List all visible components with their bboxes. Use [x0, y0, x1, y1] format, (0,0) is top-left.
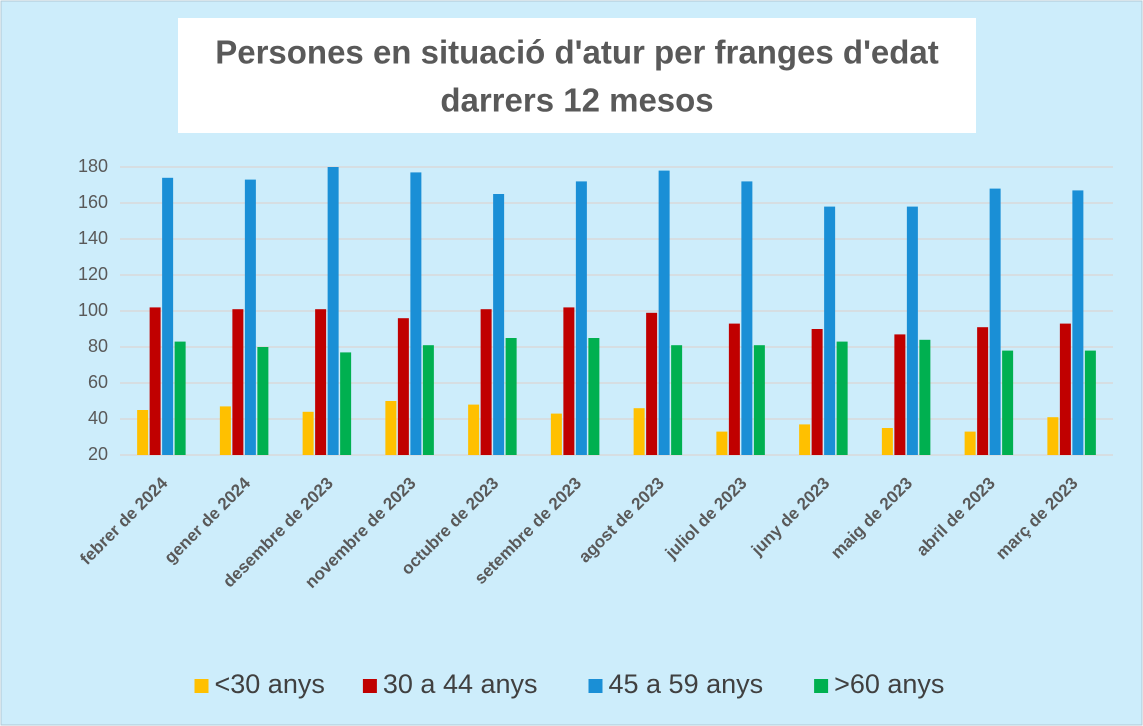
bar	[480, 309, 492, 455]
bar	[1084, 350, 1096, 455]
y-tick-label: 20	[88, 444, 108, 464]
bar	[302, 411, 314, 455]
bar	[881, 428, 893, 455]
y-tick-label: 120	[78, 264, 108, 284]
bar	[315, 309, 327, 455]
y-tick-label: 180	[78, 156, 108, 176]
bar	[753, 345, 765, 455]
bar	[219, 406, 231, 455]
y-tick-label: 140	[78, 228, 108, 248]
bar	[340, 352, 352, 455]
bar	[716, 431, 728, 455]
bar	[1072, 190, 1084, 455]
bar	[137, 410, 149, 455]
bar	[633, 408, 645, 455]
bar	[257, 347, 269, 455]
bar	[811, 329, 823, 455]
bar	[741, 181, 753, 455]
y-tick-label: 80	[88, 336, 108, 356]
legend-label: >60 anys	[834, 669, 944, 699]
bar	[919, 339, 931, 455]
legend-swatch	[588, 679, 603, 693]
bar	[671, 345, 683, 455]
bar	[327, 167, 339, 455]
bar	[162, 177, 174, 456]
legend-label: <30 anys	[215, 669, 325, 699]
bar	[493, 194, 505, 455]
bar	[385, 401, 397, 455]
title-box	[178, 18, 976, 133]
y-tick-label: 40	[88, 408, 108, 428]
bar	[550, 413, 562, 455]
bar	[468, 404, 480, 455]
bar	[563, 307, 575, 455]
legend-swatch	[814, 679, 829, 693]
bar	[149, 307, 161, 455]
legend-label: 30 a 44 anys	[383, 669, 538, 699]
bar	[505, 338, 517, 455]
legend-label: 45 a 59 anys	[609, 669, 764, 699]
bar	[397, 318, 409, 455]
bar	[1059, 323, 1071, 455]
bar	[588, 338, 600, 455]
bar	[410, 172, 422, 455]
y-tick-label: 60	[88, 372, 108, 392]
bar	[906, 206, 918, 455]
bar	[575, 181, 587, 455]
bar	[728, 323, 740, 455]
bar	[894, 334, 906, 455]
bar	[1047, 417, 1059, 455]
bar	[1002, 350, 1014, 455]
bar	[836, 341, 848, 455]
y-tick-label: 160	[78, 192, 108, 212]
chart-title: darrers 12 mesos	[440, 82, 713, 119]
bar	[824, 206, 836, 455]
bar	[232, 309, 244, 455]
bar	[964, 431, 976, 455]
bar	[646, 312, 658, 455]
bar	[658, 170, 670, 455]
bar	[244, 179, 256, 455]
legend-swatch	[194, 679, 209, 693]
bar	[799, 424, 811, 455]
bar	[977, 327, 989, 455]
legend-swatch	[362, 679, 377, 693]
chart-title: Persones en situació d'atur per franges …	[215, 34, 939, 71]
bar	[989, 188, 1001, 455]
bar	[174, 341, 186, 455]
y-tick-label: 100	[78, 300, 108, 320]
bar	[422, 345, 434, 455]
